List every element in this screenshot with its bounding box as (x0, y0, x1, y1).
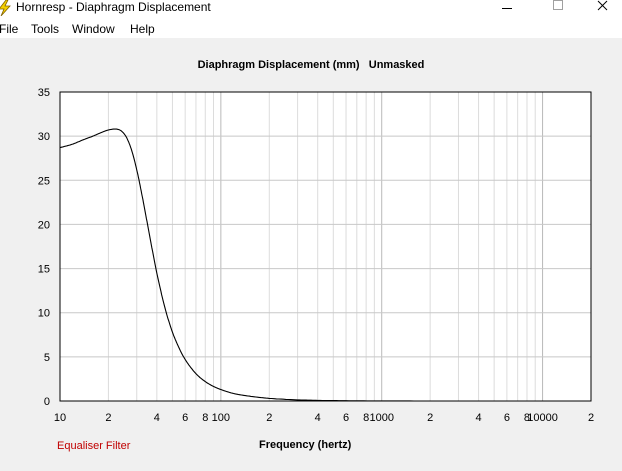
y-tick-label: 35 (38, 87, 50, 99)
close-button[interactable] (580, 0, 622, 18)
y-tick-label: 30 (38, 131, 50, 143)
close-icon (597, 0, 608, 11)
chart-title: Diaphragm Displacement (mm) Unmasked (197, 59, 425, 71)
maximize-icon (553, 0, 563, 10)
x-tick-label: 2 (427, 412, 433, 424)
y-tick-label: 5 (44, 352, 50, 364)
window-title: Hornresp - Diaphragm Displacement (16, 0, 211, 14)
x-tick-label: 4 (476, 412, 482, 424)
x-tick-label: 8 (363, 412, 369, 424)
x-tick-label: 6 (343, 412, 349, 424)
minimize-button[interactable] (484, 0, 530, 18)
y-tick-label: 20 (38, 219, 50, 231)
displacement-curve (59, 128, 591, 402)
x-axis-label: Frequency (hertz) (259, 439, 352, 451)
title-bar: Hornresp - Diaphragm Displacement (0, 0, 622, 18)
menu-window[interactable]: Window (72, 22, 115, 36)
x-tick-label: 10000 (527, 412, 558, 424)
x-tick-label: 6 (504, 412, 510, 424)
y-tick-label: 25 (38, 175, 50, 187)
x-tick-label: 4 (315, 412, 321, 424)
menu-help[interactable]: Help (130, 22, 155, 36)
y-tick-label: 10 (38, 308, 50, 320)
menu-tools[interactable]: Tools (31, 22, 60, 36)
plot-area (60, 92, 591, 401)
x-tick-label: 2 (105, 412, 111, 424)
x-tick-label: 2 (588, 412, 594, 424)
y-tick-label: 15 (38, 264, 50, 276)
equaliser-filter-label[interactable]: Equaliser Filter (57, 440, 131, 452)
x-tick-label: 8 (202, 412, 208, 424)
menu-bar: File Tools Window Help (0, 18, 622, 38)
y-tick-label: 0 (44, 396, 50, 408)
x-tick-label: 1000 (369, 412, 393, 424)
menu-file[interactable]: File (0, 22, 19, 36)
x-tick-label: 2 (266, 412, 272, 424)
minimize-icon (502, 8, 512, 9)
x-tick-label: 8 (524, 412, 530, 424)
maximize-button[interactable] (534, 0, 580, 18)
x-tick-label: 10 (54, 412, 66, 424)
lightning-icon (0, 0, 11, 16)
x-tick-label: 100 (212, 412, 230, 424)
x-tick-label: 4 (154, 412, 160, 424)
x-tick-label: 6 (182, 412, 188, 424)
